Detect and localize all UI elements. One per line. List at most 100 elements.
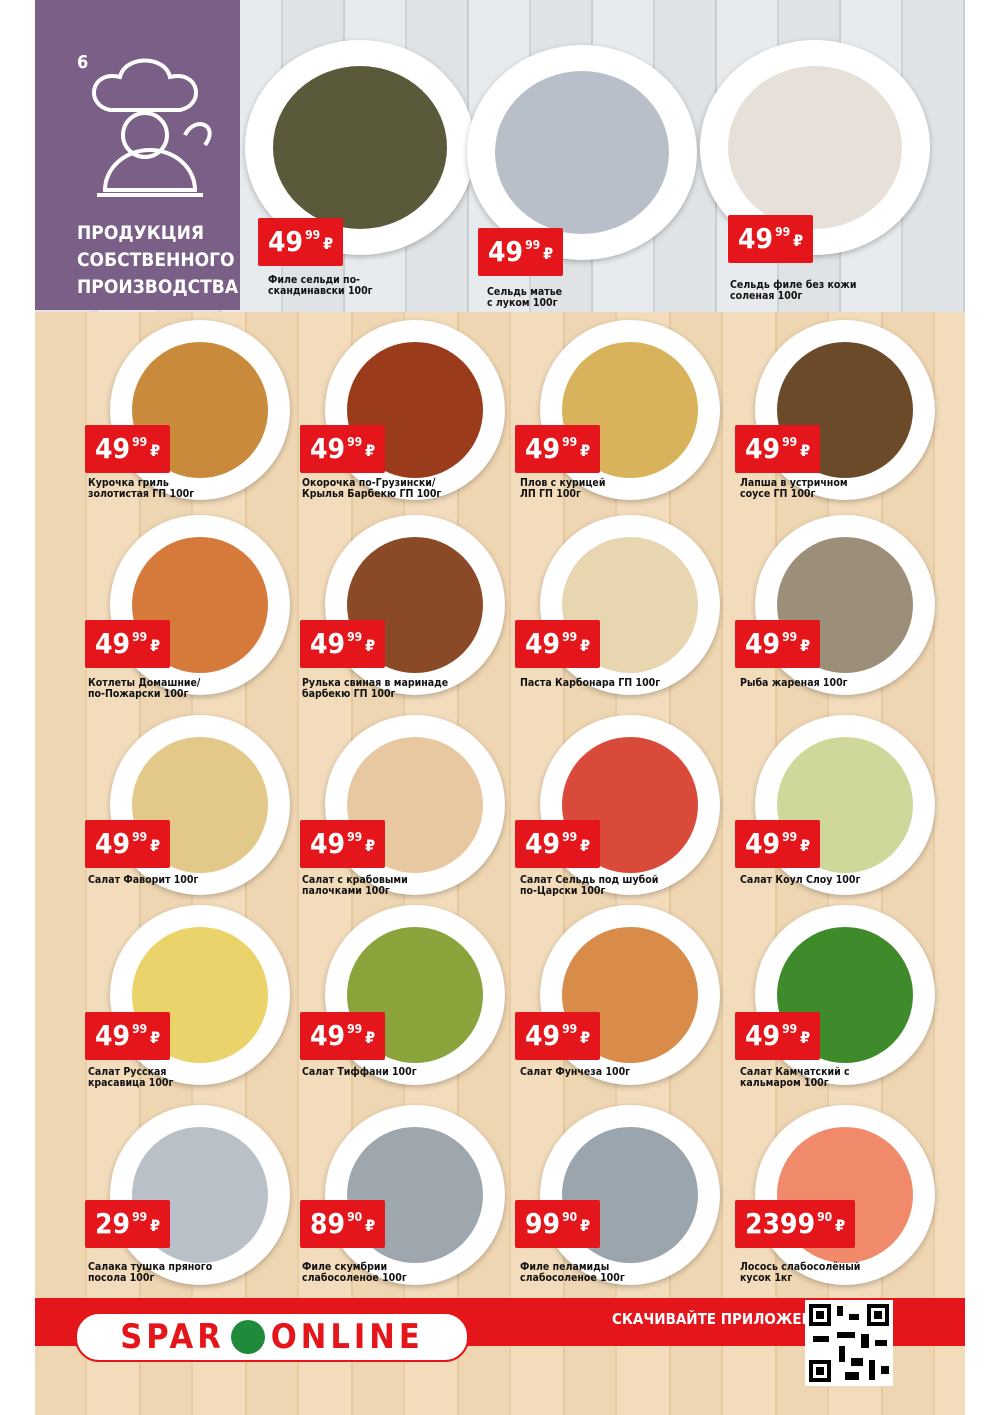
price-tag: 49 99 ₽ bbox=[735, 425, 821, 473]
product-name: Салат Камчатский с кальмаром 100г bbox=[740, 1066, 850, 1089]
price-tag: 49 99 ₽ bbox=[515, 425, 601, 473]
food-image bbox=[727, 65, 903, 230]
price-cents: 99 bbox=[562, 630, 578, 644]
price-cents: 99 bbox=[782, 1022, 798, 1036]
price-cents: 90 bbox=[562, 1210, 578, 1224]
currency: ₽ bbox=[580, 441, 591, 460]
price-tag: 89 90 ₽ bbox=[300, 1200, 386, 1248]
price-cents: 99 bbox=[347, 435, 363, 449]
currency: ₽ bbox=[800, 1028, 811, 1047]
price-main: 49 bbox=[488, 235, 524, 268]
currency: ₽ bbox=[580, 1216, 591, 1235]
price-tag: 49 99 ₽ bbox=[85, 620, 171, 668]
currency: ₽ bbox=[543, 244, 554, 263]
price-tag: 49 99 ₽ bbox=[735, 820, 821, 868]
price-main: 49 bbox=[268, 225, 304, 258]
logo-tree bbox=[230, 1320, 265, 1354]
price-main: 99 bbox=[525, 1207, 561, 1240]
price-main: 49 bbox=[745, 1019, 781, 1052]
product-name: Филе пеламиды слабосоленое 100г bbox=[520, 1261, 625, 1284]
product-name: Салат с крабовыми палочками 100г bbox=[302, 874, 408, 897]
price-main: 49 bbox=[310, 627, 346, 660]
price-cents: 90 bbox=[347, 1210, 363, 1224]
spar-online-logo[interactable]: SPAR ONLINE bbox=[75, 1312, 469, 1362]
price-cents: 99 bbox=[347, 830, 363, 844]
product-name: Рулька свиная в маринаде барбекю ГП 100г bbox=[302, 677, 449, 700]
price-tag: 49 99 ₽ bbox=[515, 1012, 601, 1060]
price-main: 49 bbox=[745, 627, 781, 660]
product-name: Окорочка по-Грузински/ Крылья Барбекю ГП… bbox=[302, 477, 442, 500]
price-tag: 49 99 ₽ bbox=[735, 1012, 821, 1060]
currency: ₽ bbox=[365, 441, 376, 460]
price-cents: 99 bbox=[132, 435, 148, 449]
product-name: Сельдь филе без кожи соленая 100г bbox=[730, 279, 857, 302]
product-name: Сельдь матье с луком 100г bbox=[487, 286, 563, 309]
currency: ₽ bbox=[150, 441, 161, 460]
product-name: Филе сельди по- скандинавски 100г bbox=[268, 274, 373, 297]
price-tag: 49 99 ₽ bbox=[735, 620, 821, 668]
product-name: Салат Фунчеза 100г bbox=[520, 1066, 631, 1078]
price-cents: 99 bbox=[347, 1022, 363, 1036]
page-number: 6 bbox=[77, 52, 89, 73]
header-panel: 6 ПРОДУКЦИЯ СОБСТВЕННОГО ПРОИЗВОДСТВА bbox=[35, 0, 240, 310]
price-cents: 99 bbox=[132, 1022, 148, 1036]
currency: ₽ bbox=[793, 231, 804, 250]
price-tag: 49 99 ₽ bbox=[515, 620, 601, 668]
price-cents: 99 bbox=[782, 830, 798, 844]
price-cents: 99 bbox=[782, 630, 798, 644]
price-cents: 99 bbox=[562, 1022, 578, 1036]
price-main: 49 bbox=[310, 432, 346, 465]
price-main: 49 bbox=[95, 1019, 131, 1052]
price-tag: 29 99 ₽ bbox=[85, 1200, 171, 1248]
product-name: Салат Сельдь под шубой по-Царски 100г bbox=[520, 874, 659, 897]
price-main: 49 bbox=[738, 222, 774, 255]
currency: ₽ bbox=[150, 636, 161, 655]
price-cents: 99 bbox=[525, 238, 541, 252]
price-main: 49 bbox=[525, 1019, 561, 1052]
logo-left: SPAR bbox=[120, 1317, 225, 1357]
price-tag: 99 90 ₽ bbox=[515, 1200, 601, 1248]
price-cents: 99 bbox=[347, 630, 363, 644]
qr-code[interactable] bbox=[805, 1300, 893, 1386]
price-cents: 99 bbox=[562, 830, 578, 844]
product-name: Салака тушка пряного посола 100г bbox=[88, 1261, 213, 1284]
product-name: Салат Русская красавица 100г bbox=[88, 1066, 174, 1089]
currency: ₽ bbox=[323, 234, 334, 253]
price-tag: 49 99 ₽ bbox=[300, 425, 386, 473]
price-main: 89 bbox=[310, 1207, 346, 1240]
product-name: Рыба жареная 100г bbox=[740, 677, 848, 689]
product-name: Салат Фаворит 100г bbox=[88, 874, 199, 886]
currency: ₽ bbox=[800, 636, 811, 655]
food-image bbox=[272, 65, 448, 230]
currency: ₽ bbox=[580, 836, 591, 855]
price-tag: 49 99 ₽ bbox=[478, 228, 564, 276]
currency: ₽ bbox=[365, 636, 376, 655]
product-name: Плов с курицей ЛП ГП 100г bbox=[520, 477, 606, 500]
price-tag: 49 99 ₽ bbox=[300, 620, 386, 668]
price-cents: 99 bbox=[775, 225, 791, 239]
price-main: 2399 bbox=[745, 1207, 816, 1240]
product-name: Котлеты Домашние/ по-Пожарски 100г bbox=[88, 677, 201, 700]
product-name: Салат Коул Слоу 100г bbox=[740, 874, 861, 886]
price-cents: 99 bbox=[132, 1210, 148, 1224]
app-text[interactable]: СКАЧИВАЙТЕ ПРИЛОЖЕНИЕ bbox=[612, 1310, 834, 1328]
product-name: Курочка гриль золотистая ГП 100г bbox=[88, 477, 195, 500]
product-name: Салат Тиффани 100г bbox=[302, 1066, 417, 1078]
currency: ₽ bbox=[150, 836, 161, 855]
product-name: Паста Карбонара ГП 100г bbox=[520, 677, 661, 689]
price-tag: 49 99 ₽ bbox=[728, 215, 814, 263]
price-cents: 99 bbox=[132, 830, 148, 844]
currency: ₽ bbox=[365, 1216, 376, 1235]
currency: ₽ bbox=[800, 441, 811, 460]
currency: ₽ bbox=[150, 1216, 161, 1235]
price-main: 49 bbox=[95, 627, 131, 660]
price-cents: 99 bbox=[562, 435, 578, 449]
currency: ₽ bbox=[835, 1216, 846, 1235]
price-main: 49 bbox=[525, 432, 561, 465]
currency: ₽ bbox=[150, 1028, 161, 1047]
price-main: 49 bbox=[525, 627, 561, 660]
food-image bbox=[494, 70, 670, 235]
price-cents: 90 bbox=[817, 1210, 833, 1224]
price-tag: 49 99 ₽ bbox=[85, 820, 171, 868]
